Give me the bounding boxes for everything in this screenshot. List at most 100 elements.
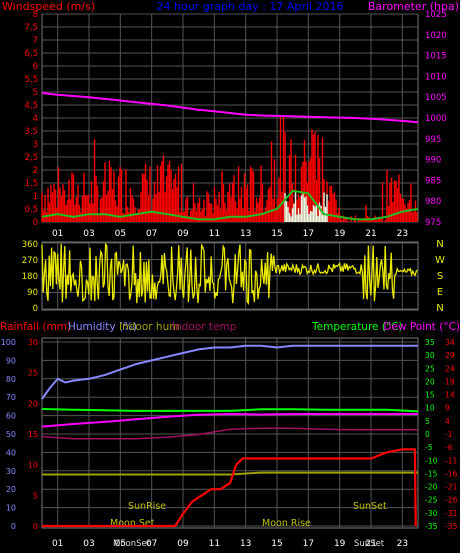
dew-point-label: Dew Point (°C) xyxy=(383,321,460,333)
axis-tick-label: -15 xyxy=(425,469,438,478)
barometer-axis-label: Barometer (hpa) xyxy=(368,0,459,13)
axis-tick-label: 60 xyxy=(6,412,16,421)
axis-tick-label: 9 xyxy=(445,404,450,413)
axis-tick-label: W xyxy=(435,255,445,266)
axis-tick-label: -21 xyxy=(445,483,458,492)
hour-tick-label: 05 xyxy=(115,539,126,549)
hour-tick-label: 03 xyxy=(83,539,94,549)
temperature-line xyxy=(41,408,419,413)
dew-point-line xyxy=(41,412,418,428)
axis-tick-label: 25 xyxy=(425,364,435,373)
temp-grid xyxy=(42,338,418,528)
axis-tick-label: 0 xyxy=(425,430,430,439)
axis-tick-label: S xyxy=(437,271,443,282)
axis-tick-label: 50 xyxy=(6,430,16,439)
graph-title: 24 hour graph day : 17 April 2016 xyxy=(157,0,344,13)
axis-tick-label: 5,5 xyxy=(24,75,38,85)
axis-tick-label: 2 xyxy=(33,166,38,176)
axis-tick-label: -1 xyxy=(445,430,453,439)
axis-tick-label: 80 xyxy=(6,375,16,384)
axis-tick-label: 6,5 xyxy=(24,49,38,59)
temp-plot-area xyxy=(41,337,419,529)
axis-tick-label: 5 xyxy=(33,491,38,500)
axis-tick-label: -35 xyxy=(445,522,458,531)
axis-tick-label: E xyxy=(437,287,443,298)
wind-hour-ticks: 01 03 05 07 09 11 13 15 17 19 21 23 xyxy=(52,229,408,239)
axis-tick-label: 5 xyxy=(33,88,38,98)
axis-tick-label: 70 xyxy=(6,393,16,402)
axis-tick-label: 3 xyxy=(33,140,38,150)
hour-tick-label: 19 xyxy=(334,229,346,239)
temperature-label: Temperature (°C) xyxy=(311,321,403,333)
axis-tick-label: 7,5 xyxy=(24,23,38,33)
rainfall-ticks: 30 25 20 15 10 5 0 xyxy=(28,338,38,531)
hour-tick-label: 11 xyxy=(209,539,220,549)
axis-tick-label: 990 xyxy=(425,156,441,166)
axis-tick-label: 34 xyxy=(445,338,455,347)
axis-tick-label: 4 xyxy=(445,417,450,426)
axis-tick-label: 180 xyxy=(22,272,38,282)
axis-tick-label: 20 xyxy=(425,377,435,386)
hour-tick-label: 23 xyxy=(397,539,408,549)
hour-tick-label: 21 xyxy=(365,229,376,239)
axis-tick-label: 14 xyxy=(445,391,455,400)
axis-tick-label: 1000 xyxy=(425,114,447,124)
axis-tick-label: -30 xyxy=(425,509,438,518)
wind-direction-line xyxy=(41,242,418,306)
hour-tick-label: 19 xyxy=(334,539,346,549)
axis-tick-label: 24 xyxy=(445,364,455,373)
windspeed-ticks: 8 7,5 7 6,5 6 5,5 5 4,5 4 3,5 3 2,5 2 1,5 1 0,5 0 xyxy=(24,10,38,228)
wind-baro-panel: Windspeed (m/s) 24 hour graph day : 17 A… xyxy=(2,0,459,239)
axis-tick-label: 10 xyxy=(425,404,435,413)
axis-tick-label: -20 xyxy=(425,483,438,492)
annotation-moon-rise: Moon Rise xyxy=(262,518,311,529)
axis-tick-label: -6 xyxy=(445,443,453,452)
hour-tick-label: 07 xyxy=(146,539,157,549)
windspeed-average-line xyxy=(41,189,419,221)
humidity-line xyxy=(41,344,418,400)
axis-tick-label: 4 xyxy=(33,114,38,124)
annotation-sunset: SunSet xyxy=(353,501,387,512)
axis-tick-label: 995 xyxy=(425,135,441,145)
axis-tick-label: 270 xyxy=(22,256,38,266)
hour-tick-label: 21 xyxy=(365,539,376,549)
hour-tick-label: 17 xyxy=(303,229,314,239)
axis-tick-label: 19 xyxy=(445,377,455,386)
axis-tick-label: -35 xyxy=(425,522,438,531)
axis-tick-label: 25 xyxy=(28,369,38,378)
barometer-ticks: 1025 1020 1015 1010 1005 1000 995 990 985 980 975 xyxy=(425,10,447,228)
wind-gust-fill xyxy=(284,192,328,222)
axis-tick-label: 30 xyxy=(28,338,38,347)
axis-tick-label: 7 xyxy=(33,36,38,46)
hour-tick-label: 07 xyxy=(146,229,157,239)
axis-tick-label: 35 xyxy=(425,338,435,347)
hour-tick-label: 13 xyxy=(240,539,251,549)
axis-tick-label: 40 xyxy=(6,448,16,457)
axis-tick-label: 100 xyxy=(1,338,16,347)
axis-tick-label: 30 xyxy=(6,467,16,476)
hour-tick-label: 03 xyxy=(83,229,94,239)
dew-point-ticks: 34 29 24 19 14 9 4 -1 -6 -11 -16 -21 -26 -31 -35 xyxy=(445,338,458,531)
windspeed-axis-label: Windspeed (m/s) xyxy=(2,0,95,13)
axis-tick-label: 1010 xyxy=(425,72,447,82)
temp-hum-rain-panel: Rainfall (mm) Humidity (%) Indoor hum In… xyxy=(0,321,460,549)
axis-tick-label: 1,5 xyxy=(24,179,38,189)
axis-tick-label: 0 xyxy=(33,522,38,531)
axis-tick-label: -26 xyxy=(445,496,458,505)
axis-tick-label: 8 xyxy=(33,10,38,20)
axis-tick-label: 0 xyxy=(33,218,38,228)
rainfall-label: Rainfall (mm) xyxy=(0,321,71,333)
axis-tick-label: 360 xyxy=(22,240,38,250)
axis-tick-label: 30 xyxy=(425,351,435,360)
hour-tick-label: 11 xyxy=(209,229,220,239)
axis-tick-label: 985 xyxy=(425,176,441,186)
axis-tick-label: 1020 xyxy=(425,31,447,41)
wind-grid xyxy=(42,13,418,223)
indoor-hum-label: Indoor hum xyxy=(119,321,179,333)
annotation-moon-set: Moon Set xyxy=(110,518,155,529)
axis-tick-label: 1025 xyxy=(425,10,447,20)
temperature-ticks: 35 30 25 20 15 10 5 0 -5 -10 -15 -20 -25 -30 -35 xyxy=(425,338,438,531)
